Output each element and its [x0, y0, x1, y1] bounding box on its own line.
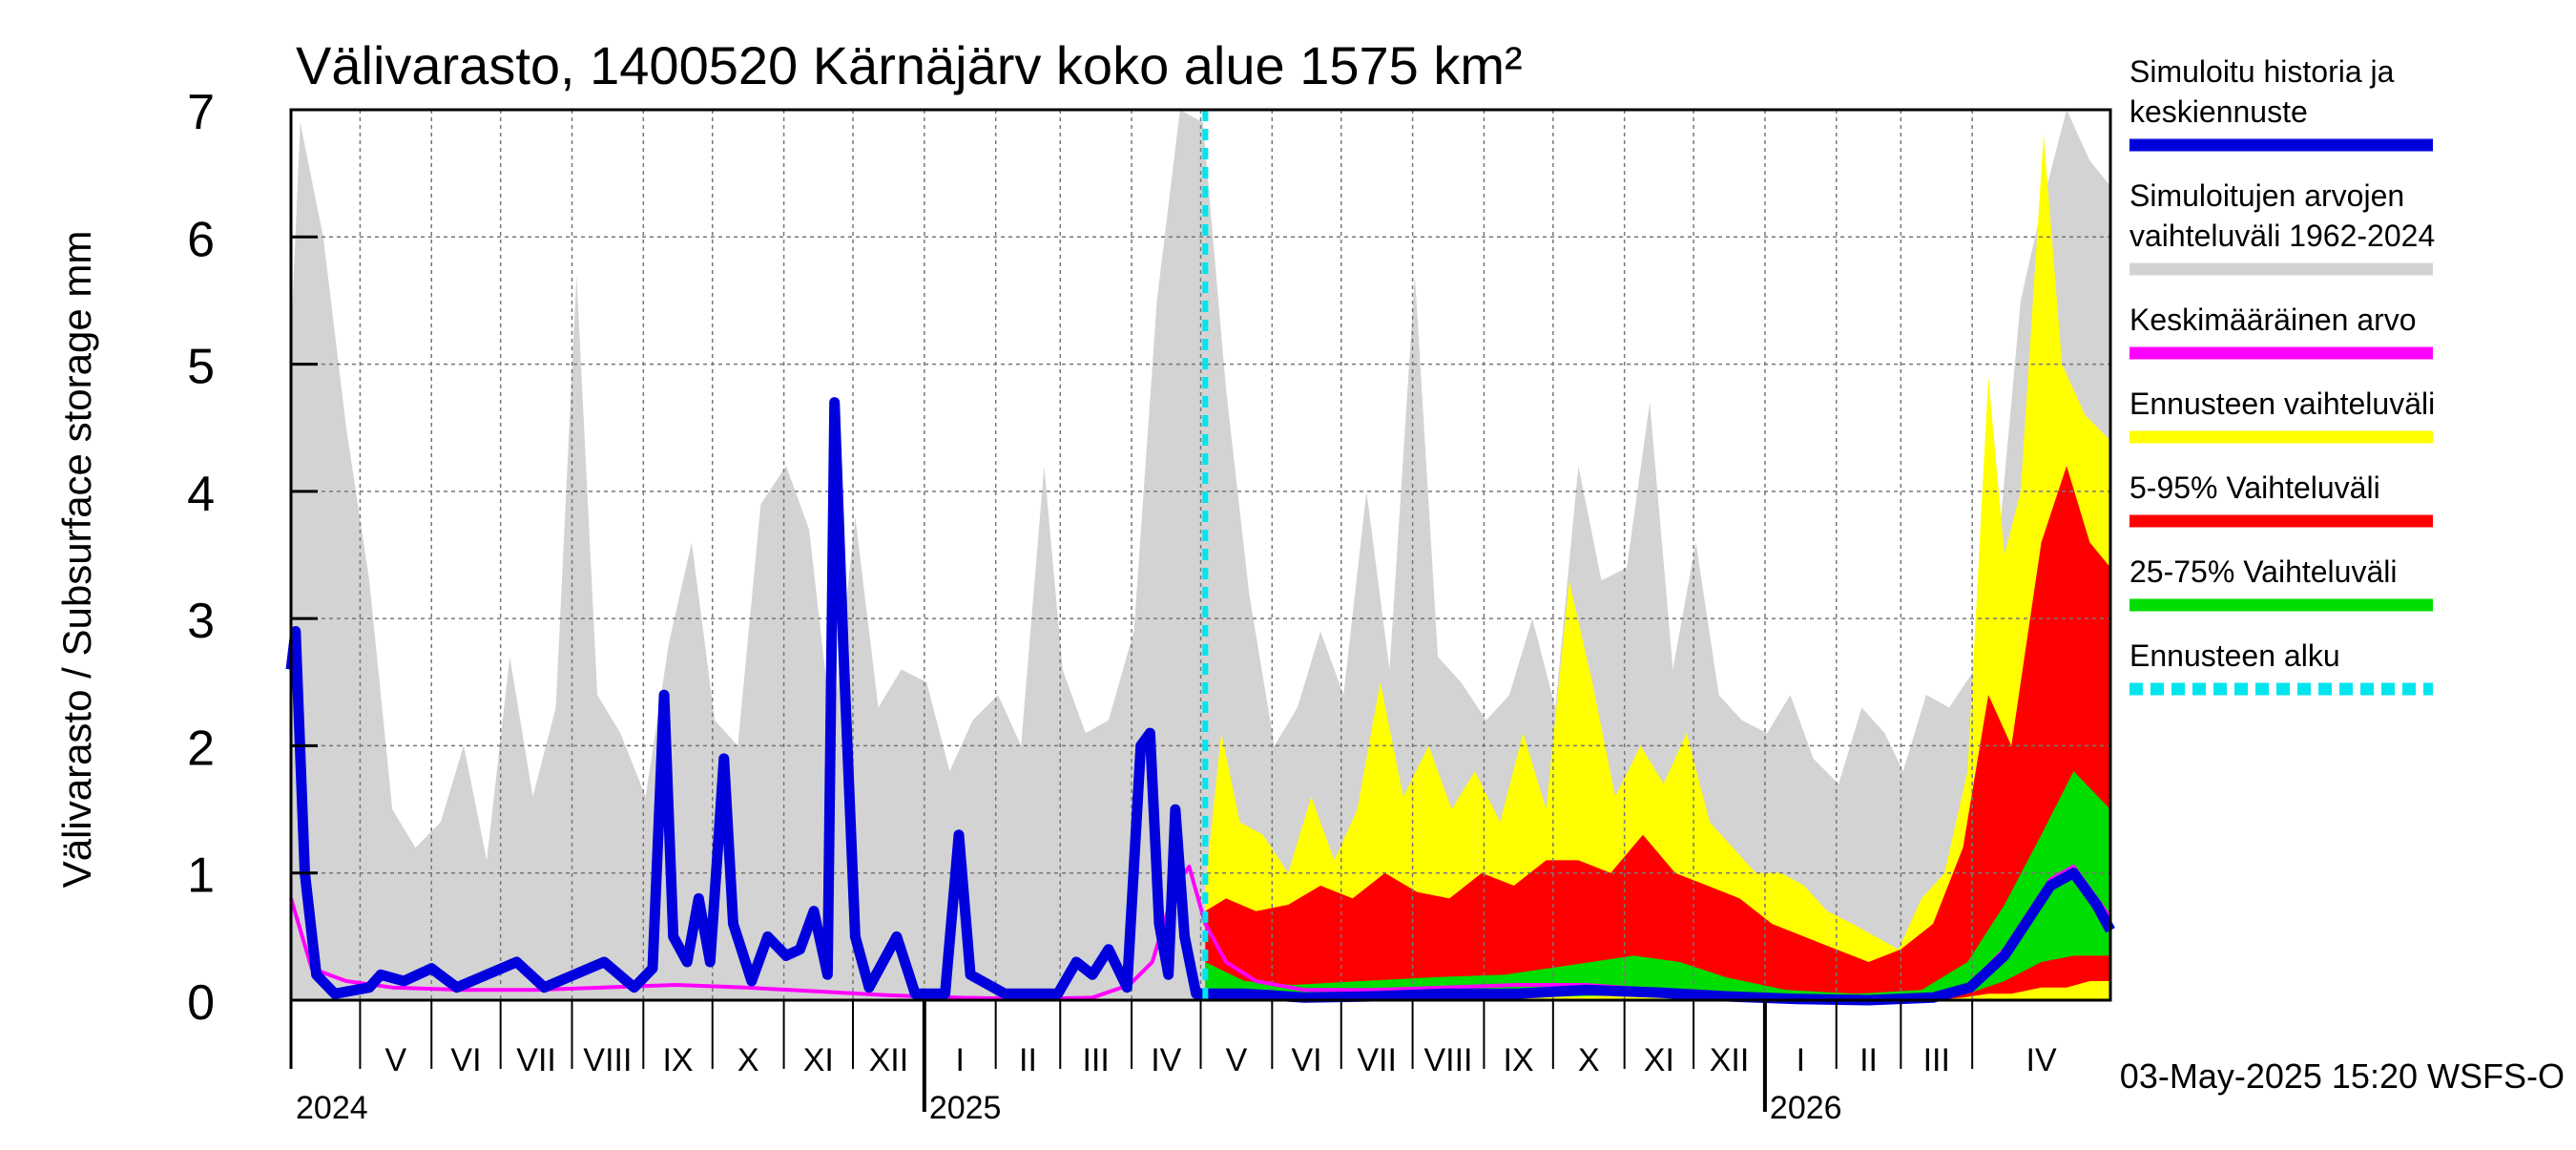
grid-layer — [291, 110, 2110, 1000]
year-label-1: 2025 — [929, 1090, 1002, 1126]
y-axis-label: Välivarasto / Subsurface storage mm — [54, 231, 99, 889]
legend-label-2-0: Keskimääräinen arvo — [2129, 303, 2417, 337]
month-label-1: VI — [450, 1042, 481, 1078]
series-line-1 — [285, 397, 2115, 1006]
legend-label-0-1: keskiennuste — [2129, 94, 2308, 129]
month-label-7: XII — [869, 1042, 909, 1078]
month-label-21: II — [1859, 1042, 1878, 1078]
month-label-23: IV — [2026, 1042, 2057, 1078]
y-tick-label-0: 0 — [187, 975, 215, 1031]
month-label-19: XII — [1710, 1042, 1750, 1078]
series-band-1 — [1205, 135, 2110, 1000]
lines-layer — [285, 110, 2115, 1006]
y-tick-label-1: 1 — [187, 848, 215, 904]
legend-label-0-0: Simuloitu historia ja — [2129, 54, 2395, 89]
legend-label-1-1: vaihteluväli 1962-2024 — [2129, 219, 2435, 253]
month-label-12: V — [1226, 1042, 1248, 1078]
footer-timestamp: 03-May-2025 15:20 WSFS-O — [2120, 1056, 2565, 1096]
month-label-14: VII — [1357, 1042, 1397, 1078]
chart-title: Välivarasto, 1400520 Kärnäjärv koko alue… — [296, 35, 1523, 95]
year-label-2: 2026 — [1770, 1090, 1842, 1126]
legend-label-3-0: Ennusteen vaihteluväli — [2129, 387, 2435, 421]
month-label-8: I — [956, 1042, 965, 1078]
legend-label-1-0: Simuloitujen arvojen — [2129, 178, 2404, 213]
legend-label-6-0: Ennusteen alku — [2129, 638, 2340, 673]
month-label-10: III — [1082, 1042, 1109, 1078]
month-label-0: V — [384, 1042, 406, 1078]
month-label-16: IX — [1504, 1042, 1534, 1078]
y-tick-label-6: 6 — [187, 212, 215, 267]
month-label-6: XI — [803, 1042, 834, 1078]
month-label-22: III — [1923, 1042, 1950, 1078]
legend-label-5-0: 25-75% Vaihteluväli — [2129, 554, 2397, 589]
y-tick-label-4: 4 — [187, 467, 215, 522]
month-label-20: I — [1797, 1042, 1805, 1078]
month-label-3: VIII — [583, 1042, 632, 1078]
month-label-18: XI — [1644, 1042, 1674, 1078]
y-tick-label-5: 5 — [187, 340, 215, 395]
month-label-17: X — [1578, 1042, 1600, 1078]
y-tick-label-3: 3 — [187, 594, 215, 649]
month-label-13: VI — [1291, 1042, 1321, 1078]
month-label-5: X — [737, 1042, 759, 1078]
month-label-2: VII — [516, 1042, 556, 1078]
month-label-15: VIII — [1423, 1042, 1472, 1078]
month-label-4: IX — [662, 1042, 693, 1078]
month-label-11: IV — [1151, 1042, 1181, 1078]
y-tick-label-2: 2 — [187, 721, 215, 776]
month-label-9: II — [1019, 1042, 1037, 1078]
year-label-0: 2024 — [296, 1090, 368, 1126]
legend: Simuloitu historia ja keskiennuste Simuloi… — [2129, 54, 2435, 696]
legend-label-4-0: 5-95% Vaihteluväli — [2129, 470, 2380, 505]
y-tick-label-7: 7 — [187, 85, 215, 140]
